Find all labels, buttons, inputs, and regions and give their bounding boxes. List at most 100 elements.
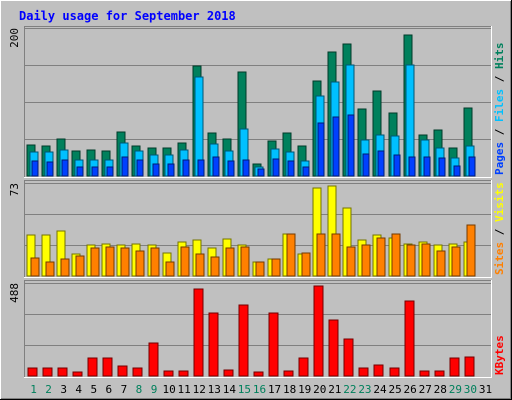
bar-kbytes-day-19 [298, 357, 309, 377]
x-tick-label: 28 [434, 383, 447, 396]
bar-pages-day-17 [272, 158, 280, 177]
bar-sites-day-3 [60, 258, 70, 277]
bar-sites-day-15 [240, 246, 250, 277]
x-tick-label: 26 [404, 383, 417, 396]
right-legend-labels: Sites / Visits [493, 182, 506, 275]
bar-sites-day-1 [30, 257, 40, 277]
x-tick-label: 22 [343, 383, 356, 396]
bar-pages-day-1 [31, 160, 39, 177]
bar-sites-day-30 [466, 224, 476, 277]
bar-sites-day-12 [195, 253, 205, 277]
bar-sites-day-7 [120, 247, 130, 277]
x-tick-label: 30 [464, 383, 477, 396]
bar-kbytes-day-4 [72, 371, 83, 377]
x-tick-label: 7 [121, 383, 128, 396]
bar-sites-day-26 [406, 244, 416, 277]
bar-kbytes-day-27 [419, 370, 430, 377]
bar-sites-day-18 [286, 233, 296, 277]
bar-kbytes-day-20 [313, 285, 324, 377]
bar-pages-day-11 [182, 159, 190, 177]
x-tick-label: 31 [479, 383, 492, 396]
bar-pages-day-4 [76, 166, 84, 177]
x-tick-label: 6 [106, 383, 113, 396]
bar-sites-day-27 [421, 243, 431, 277]
bar-pages-day-16 [257, 168, 265, 177]
bar-sites-day-14 [225, 247, 235, 277]
bar-sites-day-20 [316, 233, 326, 277]
bar-sites-day-17 [271, 258, 281, 277]
x-tick-label: 27 [419, 383, 432, 396]
bar-sites-day-16 [255, 261, 265, 277]
legend-pages: Pages [493, 142, 506, 175]
bar-kbytes-day-23 [358, 367, 369, 377]
bar-sites-day-11 [180, 246, 190, 277]
bar-sites-day-25 [391, 233, 401, 277]
x-tick-label: 23 [358, 383, 371, 396]
right-legend-labels: Pages / Files / Hits [493, 43, 506, 176]
x-tick-label: 18 [283, 383, 296, 396]
y-max-label: 488 [8, 283, 21, 303]
bar-pages-day-6 [106, 166, 114, 177]
right-legend-labels: KBytes [493, 335, 506, 375]
bar-kbytes-day-29 [449, 357, 460, 377]
bar-pages-day-29 [453, 165, 461, 177]
bar-pages-day-9 [152, 163, 160, 177]
bar-pages-day-13 [212, 156, 220, 177]
bar-kbytes-day-22 [343, 338, 354, 377]
chart-title: Daily usage for September 2018 [19, 9, 236, 23]
bar-pages-day-27 [423, 156, 431, 177]
bar-pages-day-30 [468, 156, 476, 177]
x-tick-label: 4 [75, 383, 82, 396]
bar-pages-day-20 [317, 122, 325, 177]
bar-pages-day-18 [287, 160, 295, 177]
bar-sites-day-29 [451, 246, 461, 277]
legend-separator: / [493, 69, 506, 89]
bar-sites-day-4 [75, 255, 85, 277]
x-tick-label: 21 [328, 383, 341, 396]
bar-pages-day-28 [438, 157, 446, 177]
bar-kbytes-day-14 [223, 369, 234, 377]
bar-kbytes-day-24 [373, 364, 384, 377]
bar-pages-day-10 [167, 163, 175, 177]
bar-kbytes-day-18 [283, 370, 294, 377]
bar-sites-day-5 [90, 247, 100, 277]
x-axis: 1 2 3 4 5 6 7 8 9 10 11 12 13 14 15 16 17 18 19 20 21 22 23 24 2… [30, 383, 492, 396]
bar-pages-day-15 [242, 159, 250, 177]
bar-sites-day-19 [301, 252, 311, 277]
x-tick-label: 17 [268, 383, 281, 396]
bar-kbytes-day-8 [132, 367, 143, 377]
bar-kbytes-day-26 [404, 300, 415, 377]
bar-sites-day-23 [361, 244, 371, 277]
x-tick-label: 12 [193, 383, 206, 396]
bar-kbytes-day-25 [389, 367, 400, 377]
x-tick-label: 9 [151, 383, 158, 396]
x-tick-label: 1 [30, 383, 37, 396]
x-tick-label: 25 [388, 383, 401, 396]
bar-kbytes-day-1 [27, 367, 38, 377]
x-tick-label: 14 [223, 383, 237, 396]
bar-kbytes-day-21 [328, 319, 339, 377]
bar-kbytes-day-2 [42, 367, 53, 377]
bar-kbytes-day-9 [148, 342, 159, 377]
x-tick-label: 3 [60, 383, 67, 396]
x-tick-label: 16 [253, 383, 266, 396]
x-tick-label: 11 [178, 383, 191, 396]
legend-sites: Sites [493, 242, 506, 275]
x-tick-label: 5 [90, 383, 97, 396]
x-tick-label: 8 [136, 383, 143, 396]
bar-pages-day-8 [136, 159, 144, 177]
y-max-label: 73 [8, 183, 21, 196]
bar-sites-day-13 [210, 256, 220, 277]
legend-hits: Hits [493, 43, 506, 70]
bar-pages-day-3 [61, 159, 69, 177]
bar-kbytes-day-11 [178, 370, 189, 377]
bar-kbytes-day-10 [163, 370, 174, 377]
bar-kbytes-day-15 [238, 304, 249, 377]
x-tick-label: 24 [373, 383, 387, 396]
y-max-label: 200 [8, 28, 21, 48]
bar-pages-day-19 [302, 166, 310, 177]
chart-panels: 200 Pages / Files / Hits 73 Sites / Visits 4… [8, 26, 506, 378]
bar-sites-day-10 [165, 261, 175, 277]
bar-kbytes-day-7 [117, 365, 128, 377]
